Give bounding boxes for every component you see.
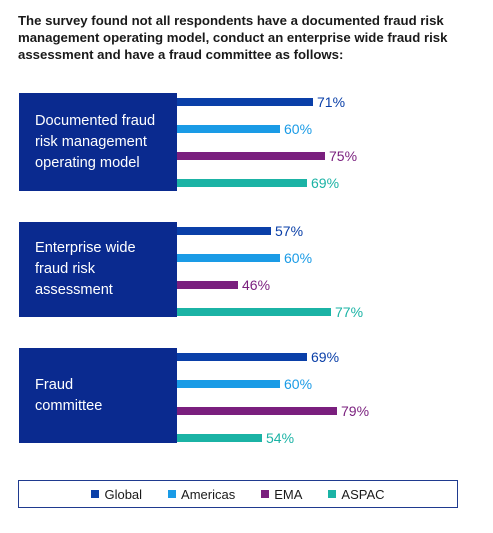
legend-label: EMA <box>274 486 303 502</box>
value-label-americas-3: 60% <box>284 376 312 392</box>
group-label-line: assessment <box>35 282 113 298</box>
group-label-line: operating model <box>35 154 140 171</box>
legend-label: Global <box>104 486 143 502</box>
value-label-aspac-1: 69% <box>311 175 339 191</box>
bar-ema-3 <box>177 407 337 415</box>
group-label-line: committee <box>35 397 103 414</box>
group-label-line: Enterprise wide <box>35 240 136 256</box>
legend-swatch <box>91 490 100 498</box>
legend-label: ASPAC <box>341 486 385 502</box>
legend-swatch <box>261 490 270 498</box>
value-label-ema-2: 46% <box>242 277 270 293</box>
legend-item-ema: EMA <box>261 487 302 502</box>
value-label-global-1: 71% <box>317 94 345 110</box>
legend-item-global: Global <box>91 487 142 502</box>
legend-item-americas: Americas <box>168 487 235 502</box>
group-label-line: Documented fraud <box>35 112 156 129</box>
group-label-line: fraud risk <box>35 261 96 277</box>
value-label-global-2: 57% <box>275 223 303 239</box>
bar-chart: 71% 60% 75% 69% 57% 60% 46% 77% 69% 60% 79% 54% <box>177 94 369 446</box>
group-label-2: Enterprise wide fraud risk assessment <box>19 222 177 317</box>
bar-aspac-1 <box>177 179 307 187</box>
group-label-3: Fraud committee <box>19 348 177 443</box>
chart-title: The survey found not all respondents hav… <box>18 13 448 62</box>
value-label-aspac-2: 77% <box>335 304 363 320</box>
bar-americas-3 <box>177 380 280 388</box>
bar-americas-1 <box>177 125 280 133</box>
bar-aspac-2 <box>177 308 331 316</box>
group-label-line: Fraud <box>35 376 74 393</box>
value-label-ema-3: 79% <box>341 403 369 419</box>
group-label-1: Documented fraud risk management operating… <box>19 93 177 191</box>
bar-ema-1 <box>177 152 325 160</box>
legend-swatch <box>168 490 177 498</box>
value-label-global-3: 69% <box>311 349 339 365</box>
value-label-americas-2: 60% <box>284 250 312 266</box>
legend-item-aspac: ASPAC <box>328 486 385 502</box>
bar-aspac-3 <box>177 434 262 442</box>
bar-ema-2 <box>177 281 238 289</box>
bar-global-2 <box>177 227 271 235</box>
legend-label: Americas <box>181 486 236 502</box>
bar-global-3 <box>177 353 307 361</box>
value-label-aspac-3: 54% <box>266 430 294 446</box>
group-label-line: risk management <box>35 133 147 150</box>
bar-americas-2 <box>177 254 280 262</box>
value-label-americas-1: 60% <box>284 121 312 137</box>
legend-swatch <box>328 490 337 498</box>
bar-global-1 <box>177 98 313 106</box>
value-label-ema-1: 75% <box>329 148 357 164</box>
legend: Global Americas EMA ASPAC <box>18 480 458 508</box>
